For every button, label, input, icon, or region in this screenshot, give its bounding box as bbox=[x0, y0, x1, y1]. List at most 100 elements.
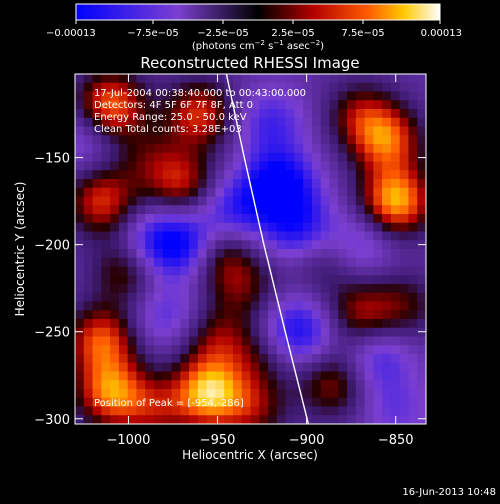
heatmap-cell bbox=[224, 406, 234, 416]
heatmap-cell bbox=[268, 292, 278, 303]
heatmap-cell bbox=[268, 152, 278, 163]
heatmap-cell bbox=[399, 292, 410, 303]
heatmap-cell bbox=[373, 257, 383, 268]
heatmap-cell bbox=[268, 196, 278, 206]
heatmap-cell bbox=[373, 292, 383, 303]
heatmap-cell bbox=[224, 371, 234, 381]
heatmap-cell bbox=[276, 371, 287, 381]
heatmap-cell bbox=[189, 231, 199, 241]
heatmap-cell bbox=[399, 126, 410, 136]
heatmap-cell bbox=[232, 240, 243, 250]
heatmap-cell bbox=[101, 205, 111, 215]
heatmap-cell bbox=[320, 91, 331, 101]
heatmap-cell bbox=[180, 266, 190, 276]
heatmap-cell bbox=[268, 231, 278, 241]
heatmap-cell bbox=[180, 380, 190, 390]
heatmap-cell bbox=[355, 179, 366, 189]
heatmap-cell bbox=[390, 284, 401, 294]
heatmap-cell bbox=[347, 310, 357, 320]
heatmap-cell bbox=[355, 152, 366, 163]
heatmap-cell bbox=[364, 205, 374, 215]
heatmap-cell bbox=[355, 371, 366, 381]
heatmap-cell bbox=[162, 205, 173, 215]
heatmap-cell bbox=[171, 74, 181, 84]
heatmap-cell bbox=[417, 144, 426, 154]
heatmap-cell bbox=[303, 144, 313, 154]
heatmap-cell bbox=[110, 196, 120, 206]
heatmap-cell bbox=[118, 336, 129, 346]
heatmap-cell bbox=[320, 284, 331, 294]
heatmap-cell bbox=[206, 397, 216, 408]
heatmap-cell bbox=[417, 292, 426, 303]
heatmap-cell bbox=[285, 240, 295, 250]
heatmap-cell bbox=[268, 205, 278, 215]
heatmap-cell bbox=[268, 327, 278, 338]
heatmap-cell bbox=[390, 249, 401, 259]
heatmap-cell bbox=[373, 187, 383, 198]
heatmap-cell bbox=[250, 336, 260, 346]
heatmap-cell bbox=[285, 301, 295, 311]
heatmap-cell bbox=[390, 214, 401, 224]
heatmap-cell bbox=[268, 354, 278, 364]
heatmap-cell bbox=[189, 249, 199, 259]
heatmap-cell bbox=[92, 327, 102, 338]
annotation-line: Energy Range: 25.0 - 50.0 keV bbox=[94, 112, 247, 123]
heatmap-cell bbox=[285, 91, 295, 101]
heatmap-cell bbox=[232, 222, 243, 233]
heatmap-cell bbox=[232, 371, 243, 381]
heatmap-cell bbox=[101, 257, 111, 268]
heatmap-cell bbox=[118, 170, 129, 180]
heatmap-cell bbox=[136, 231, 146, 241]
heatmap-cell bbox=[206, 415, 216, 424]
heatmap-cell bbox=[390, 205, 401, 215]
heatmap-cell bbox=[294, 179, 304, 189]
heatmap-cell bbox=[294, 126, 304, 136]
heatmap-cell bbox=[417, 354, 426, 364]
heatmap-cell bbox=[259, 284, 269, 294]
heatmap-cell bbox=[276, 91, 287, 101]
heatmap-cell bbox=[110, 170, 120, 180]
heatmap-cell bbox=[250, 301, 260, 311]
heatmap-cell bbox=[311, 406, 322, 416]
heatmap-cell bbox=[83, 126, 94, 136]
heatmap-cell bbox=[83, 275, 94, 285]
heatmap-cell bbox=[136, 415, 146, 424]
heatmap-cell bbox=[390, 345, 401, 355]
heatmap-cell bbox=[373, 336, 383, 346]
y-axis-label: Heliocentric Y (arcsec) bbox=[13, 182, 27, 317]
heatmap-cell bbox=[276, 240, 287, 250]
heatmap-cell bbox=[303, 187, 313, 198]
heatmap-cell bbox=[180, 284, 190, 294]
heatmap-cell bbox=[250, 222, 260, 233]
heatmap-image bbox=[75, 74, 426, 424]
heatmap-cell bbox=[390, 135, 401, 145]
heatmap-cell bbox=[197, 336, 208, 346]
heatmap-cell bbox=[127, 187, 138, 198]
heatmap-cell bbox=[224, 161, 234, 171]
heatmap-cell bbox=[75, 310, 85, 320]
heatmap-cell bbox=[241, 345, 252, 355]
heatmap-cell bbox=[294, 135, 304, 145]
heatmap-cell bbox=[75, 354, 85, 364]
heatmap-cell bbox=[92, 345, 102, 355]
heatmap-cell bbox=[162, 161, 173, 171]
heatmap-cell bbox=[118, 345, 129, 355]
heatmap-cell bbox=[399, 82, 410, 93]
heatmap-cell bbox=[408, 336, 418, 346]
heatmap-cell bbox=[347, 74, 357, 84]
heatmap-cell bbox=[329, 301, 339, 311]
heatmap-cell bbox=[311, 100, 322, 110]
heatmap-cell bbox=[145, 345, 155, 355]
heatmap-cell bbox=[373, 301, 383, 311]
heatmap-cell bbox=[110, 345, 120, 355]
heatmap-cell bbox=[83, 310, 94, 320]
heatmap-cell bbox=[232, 126, 243, 136]
heatmap-cell bbox=[75, 406, 85, 416]
heatmap-cell bbox=[250, 240, 260, 250]
heatmap-cell bbox=[83, 170, 94, 180]
heatmap-cell bbox=[145, 152, 155, 163]
heatmap-cell bbox=[390, 310, 401, 320]
heatmap-cell bbox=[276, 336, 287, 346]
y-tick-label: −250 bbox=[34, 326, 70, 341]
heatmap-cell bbox=[364, 310, 374, 320]
